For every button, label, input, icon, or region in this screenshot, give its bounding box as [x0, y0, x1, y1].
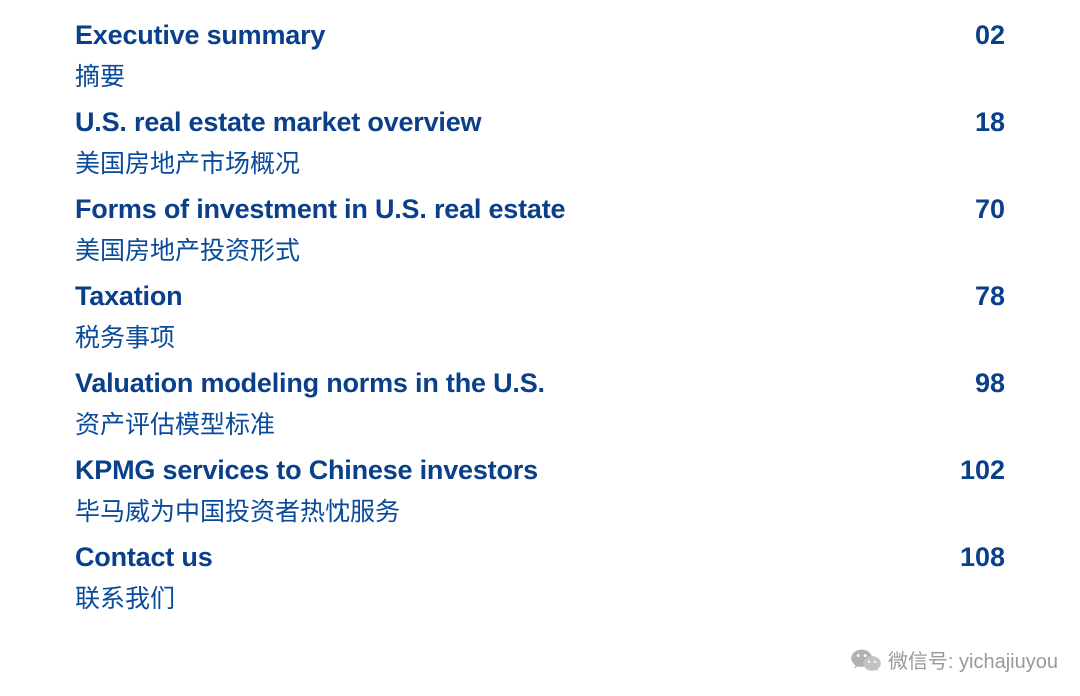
toc-entry: KPMG services to Chinese investors 102 毕… [75, 455, 1005, 528]
toc-entry: Taxation 78 税务事项 [75, 281, 1005, 354]
toc-row: Contact us 108 [75, 542, 1005, 573]
toc-row: KPMG services to Chinese investors 102 [75, 455, 1005, 486]
toc-title-zh: 毕马威为中国投资者热忱服务 [75, 492, 1005, 528]
toc-title-zh: 美国房地产投资形式 [75, 231, 1005, 267]
toc-title-en: U.S. real estate market overview [75, 107, 481, 138]
toc-entry: Forms of investment in U.S. real estate … [75, 194, 1005, 267]
toc-row: Forms of investment in U.S. real estate … [75, 194, 1005, 225]
watermark: 微信号: yichajiuyou [850, 645, 1058, 674]
toc-page-number: 02 [975, 20, 1005, 51]
toc-row: Valuation modeling norms in the U.S. 98 [75, 368, 1005, 399]
toc-entry: Valuation modeling norms in the U.S. 98 … [75, 368, 1005, 441]
toc-title-en: Contact us [75, 542, 213, 573]
toc-title-zh: 税务事项 [75, 318, 1005, 354]
toc-page-number: 102 [960, 455, 1005, 486]
watermark-text: 微信号: yichajiuyou [888, 645, 1058, 674]
wechat-icon [850, 647, 882, 673]
toc-row: Taxation 78 [75, 281, 1005, 312]
toc-title-en: Forms of investment in U.S. real estate [75, 194, 565, 225]
toc-entry: U.S. real estate market overview 18 美国房地… [75, 107, 1005, 180]
toc-row: U.S. real estate market overview 18 [75, 107, 1005, 138]
toc-title-zh: 资产评估模型标准 [75, 405, 1005, 441]
toc-entry: Contact us 108 联系我们 [75, 542, 1005, 615]
toc-page-number: 18 [975, 107, 1005, 138]
toc-title-en: Taxation [75, 281, 182, 312]
toc-title-en: KPMG services to Chinese investors [75, 455, 538, 486]
toc-title-zh: 美国房地产市场概况 [75, 144, 1005, 180]
toc-page-number: 78 [975, 281, 1005, 312]
toc-title-zh: 摘要 [75, 57, 1005, 93]
table-of-contents: Executive summary 02 摘要 U.S. real estate… [75, 20, 1005, 629]
toc-entry: Executive summary 02 摘要 [75, 20, 1005, 93]
toc-page-number: 108 [960, 542, 1005, 573]
toc-title-en: Valuation modeling norms in the U.S. [75, 368, 545, 399]
toc-page-number: 70 [975, 194, 1005, 225]
toc-title-en: Executive summary [75, 20, 325, 51]
toc-title-zh: 联系我们 [75, 579, 1005, 615]
toc-row: Executive summary 02 [75, 20, 1005, 51]
toc-page-number: 98 [975, 368, 1005, 399]
